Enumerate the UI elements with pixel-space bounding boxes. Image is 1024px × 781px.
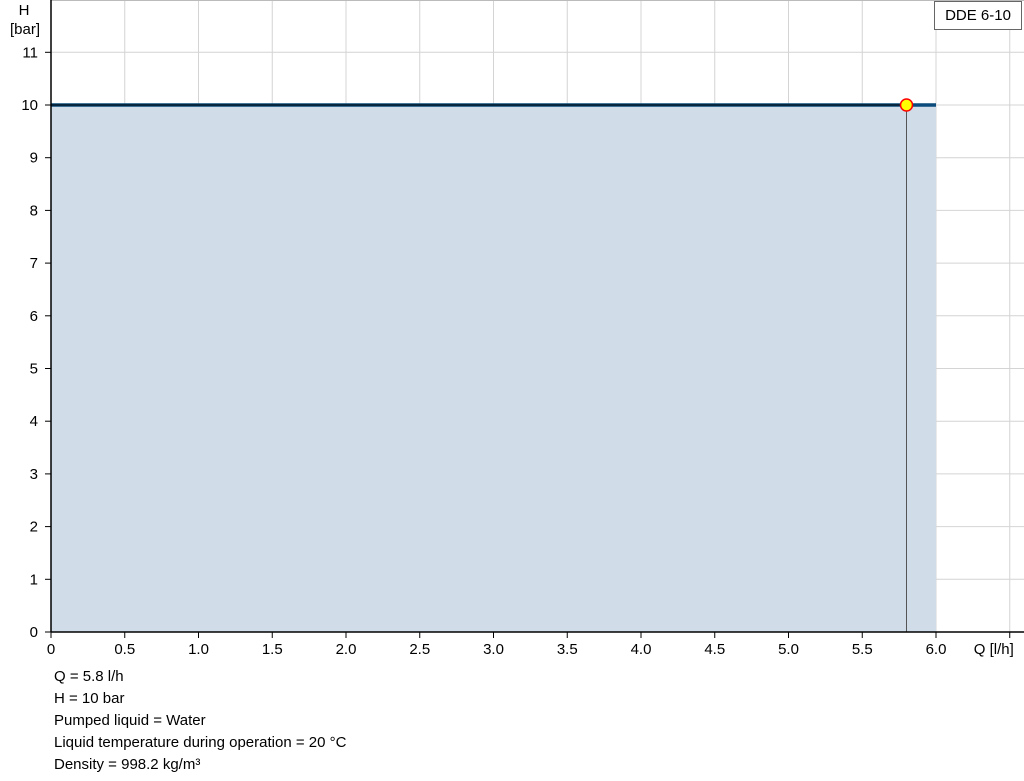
y-tick-label: 4 (30, 413, 38, 430)
x-tick-label: 2.0 (336, 641, 357, 658)
x-tick-label: 5.0 (778, 641, 799, 658)
y-tick-label: 1 (30, 571, 38, 588)
y-tick-label: 2 (30, 519, 38, 536)
info-density: Density = 998.2 kg/m³ (54, 756, 201, 773)
y-tick-label: 6 (30, 308, 38, 325)
y-tick-label: 8 (30, 202, 38, 219)
x-tick-label: 6.0 (926, 641, 947, 658)
y-axis-label: H (19, 2, 30, 19)
x-tick-label: 2.5 (409, 641, 430, 658)
info-flow: Q = 5.8 l/h (54, 668, 124, 685)
duty-point (899, 98, 914, 112)
x-axis-label: Q [l/h] (974, 641, 1014, 658)
y-tick-label: 5 (30, 361, 38, 378)
legend-series-name: DDE 6-10 (934, 1, 1022, 30)
y-tick-label: 7 (30, 255, 38, 272)
y-tick-label: 9 (30, 150, 38, 167)
info-temperature: Liquid temperature during operation = 20… (54, 734, 347, 751)
y-tick-label: 3 (30, 466, 38, 483)
y-tick-label: 10 (21, 97, 38, 114)
x-tick-label: 0 (47, 641, 55, 658)
x-tick-label: 3.5 (557, 641, 578, 658)
x-tick-label: 0.5 (114, 641, 135, 658)
operating-area (51, 105, 936, 632)
y-axis-unit: [bar] (10, 21, 40, 38)
info-head: H = 10 bar (54, 690, 125, 707)
duty-info: Q = 5.8 l/h H = 10 bar Pumped liquid = W… (54, 666, 346, 776)
x-tick-label: 4.0 (631, 641, 652, 658)
x-tick-label: 3.0 (483, 641, 504, 658)
x-tick-label: 1.5 (262, 641, 283, 658)
y-tick-label: 0 (30, 624, 38, 641)
x-tick-label: 4.5 (704, 641, 725, 658)
x-tick-label: 1.0 (188, 641, 209, 658)
y-tick-label: 11 (22, 44, 38, 61)
x-tick-label: 5.5 (852, 641, 873, 658)
info-liquid: Pumped liquid = Water (54, 712, 206, 729)
